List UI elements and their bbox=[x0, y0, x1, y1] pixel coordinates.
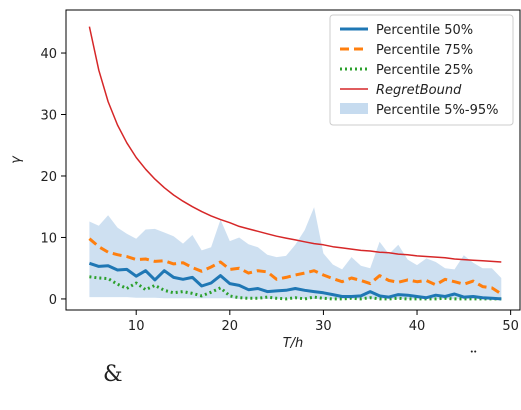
legend-label-percentile-5-95: Percentile 5%-95% bbox=[376, 103, 498, 118]
x-axis-ticks: 10 20 30 40 50 bbox=[128, 310, 519, 334]
y-axis-ticks: 0 10 20 30 40 bbox=[40, 47, 66, 308]
x-tick-label: 40 bbox=[409, 319, 426, 334]
legend-swatch-percentile-5-95 bbox=[340, 103, 368, 114]
percentile-band-layer bbox=[89, 207, 502, 299]
y-axis-label: γ bbox=[9, 155, 24, 164]
y-tick-label: 30 bbox=[40, 109, 57, 124]
x-axis-label: T/h bbox=[283, 336, 304, 351]
plot-area-frame bbox=[65, 9, 521, 311]
x-tick-label: 30 bbox=[315, 319, 332, 334]
x-tick-label: 20 bbox=[222, 319, 239, 334]
series-percentile-75 bbox=[88, 237, 503, 296]
x-tick-label: 50 bbox=[502, 319, 519, 334]
stray-diaeresis-glyph: ¨ bbox=[469, 348, 478, 369]
x-tick-label: 10 bbox=[128, 319, 145, 334]
legend-label-percentile-25: Percentile 25% bbox=[376, 63, 473, 78]
series-percentile-25 bbox=[89, 275, 502, 301]
y-tick-label: 10 bbox=[40, 231, 57, 246]
y-tick-label: 40 bbox=[40, 47, 57, 62]
legend-label-percentile-75: Percentile 75% bbox=[376, 43, 473, 58]
stray-ampersand-glyph: & bbox=[103, 362, 123, 387]
legend-label-percentile-50: Percentile 50% bbox=[376, 23, 473, 38]
legend-label-regretbound: RegretBound bbox=[376, 83, 462, 98]
legend: Percentile 50% Percentile 75% Percentile 2… bbox=[329, 14, 514, 126]
series-regretbound bbox=[88, 26, 502, 263]
series-layer bbox=[88, 26, 503, 301]
series-percentile-50 bbox=[88, 261, 502, 301]
legend-box bbox=[329, 14, 514, 126]
y-tick-label: 0 bbox=[49, 293, 57, 308]
band-percentile-5-95 bbox=[89, 207, 502, 299]
y-tick-label: 20 bbox=[40, 170, 57, 185]
